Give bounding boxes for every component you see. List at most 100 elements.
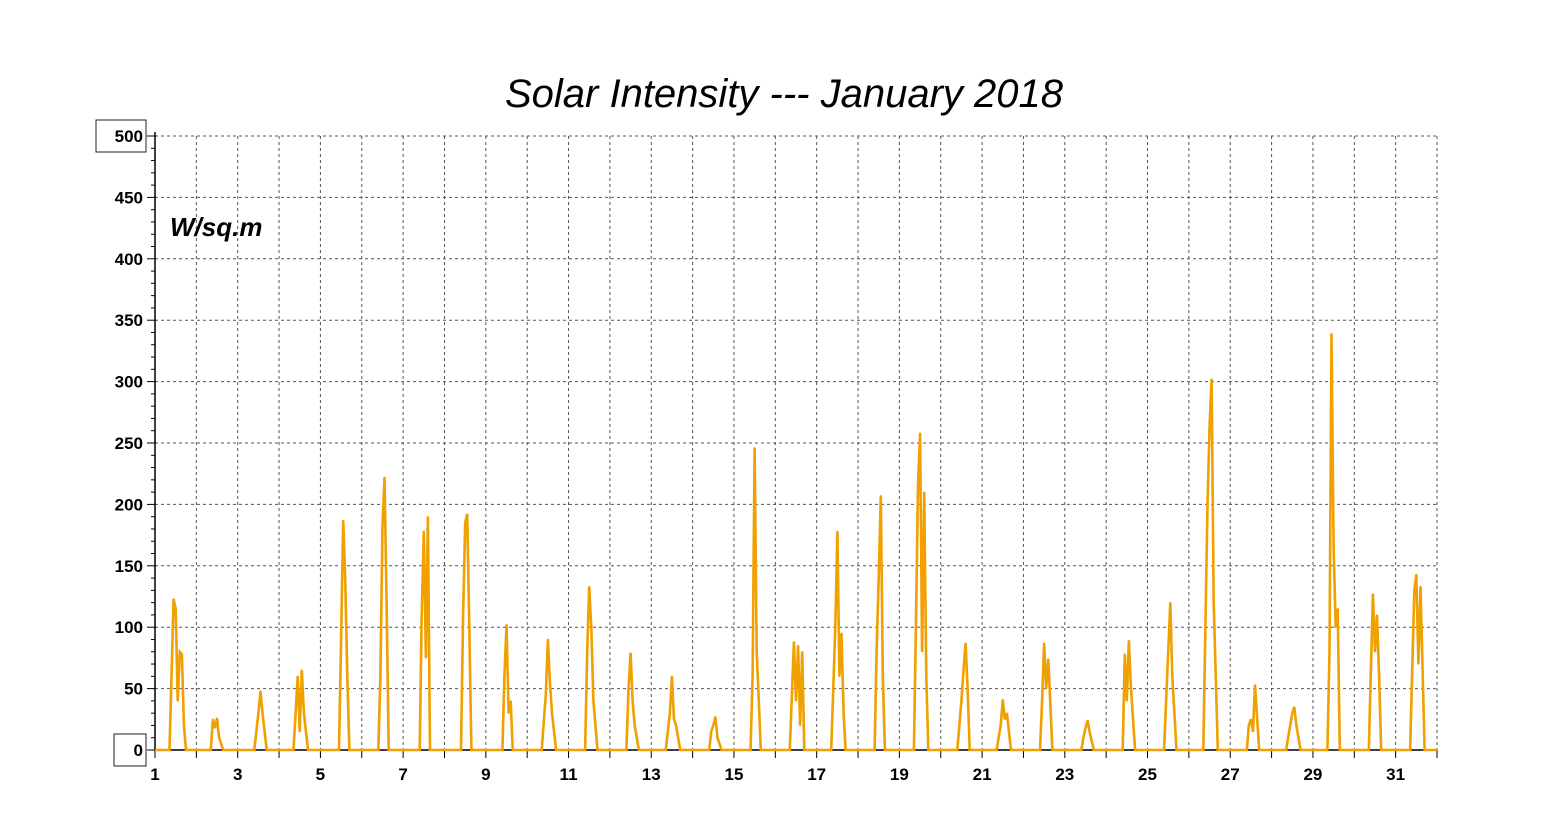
data-point xyxy=(633,724,636,727)
data-point xyxy=(1092,749,1095,751)
data-point xyxy=(265,749,268,751)
data-point xyxy=(1417,663,1420,665)
x-tick-label: 21 xyxy=(973,765,992,784)
data-point xyxy=(712,724,715,727)
data-point xyxy=(917,485,919,487)
x-tick-label: 9 xyxy=(481,765,490,784)
data-point xyxy=(381,525,384,528)
data-point xyxy=(714,716,717,718)
data-point xyxy=(427,515,429,518)
data-point xyxy=(1043,642,1045,644)
data-point xyxy=(261,712,264,714)
data-point xyxy=(503,675,506,678)
data-point xyxy=(545,693,547,696)
data-point xyxy=(1086,719,1089,722)
data-point xyxy=(1169,601,1172,604)
data-point xyxy=(468,626,471,628)
data-point xyxy=(964,642,967,644)
data-point xyxy=(298,730,301,733)
y-tick-label: 500 xyxy=(115,127,143,146)
data-point xyxy=(1295,724,1298,727)
data-point xyxy=(1376,614,1378,616)
x-tick-label: 29 xyxy=(1303,765,1322,784)
data-point xyxy=(1339,749,1341,751)
data-point xyxy=(179,650,181,653)
data-point xyxy=(1248,724,1250,727)
data-point xyxy=(627,687,630,690)
data-point xyxy=(840,632,843,635)
data-point xyxy=(509,700,512,702)
data-point xyxy=(1332,546,1335,549)
data-point xyxy=(185,749,187,751)
data-point xyxy=(995,749,998,751)
data-point xyxy=(462,614,464,616)
data-point xyxy=(253,749,256,751)
data-point xyxy=(296,675,299,678)
data-point xyxy=(799,724,801,727)
data-point xyxy=(592,700,595,702)
data-point xyxy=(913,749,915,751)
data-point xyxy=(1010,749,1012,751)
data-point xyxy=(590,626,593,628)
data-point xyxy=(1175,749,1178,751)
data-point xyxy=(540,749,543,751)
data-point xyxy=(301,669,303,671)
data-point xyxy=(501,749,504,751)
data-point xyxy=(877,577,880,579)
data-point xyxy=(222,749,225,751)
data-point xyxy=(418,749,421,751)
data-point xyxy=(1245,749,1248,751)
data-point xyxy=(1330,332,1333,335)
data-point xyxy=(423,530,425,533)
data-point xyxy=(168,749,171,751)
data-point xyxy=(838,675,841,678)
data-point xyxy=(425,657,427,659)
data-point xyxy=(292,749,295,751)
grid-lines xyxy=(155,135,1438,750)
data-point xyxy=(631,700,634,702)
data-point xyxy=(1123,653,1126,656)
data-point xyxy=(460,749,462,751)
series-layer xyxy=(155,332,1437,752)
data-point xyxy=(1165,700,1167,702)
data-point xyxy=(884,749,886,751)
data-point xyxy=(1171,675,1174,678)
data-point xyxy=(1326,749,1329,751)
data-point xyxy=(1130,687,1132,690)
data-point xyxy=(956,749,959,751)
y-tick-label: 150 xyxy=(115,557,143,576)
data-point xyxy=(882,675,884,678)
data-point xyxy=(1082,736,1085,739)
data-point xyxy=(1134,749,1136,751)
data-point xyxy=(1128,639,1130,642)
data-point xyxy=(1045,687,1047,690)
x-tick-label: 23 xyxy=(1055,765,1074,784)
data-point xyxy=(1415,573,1418,576)
data-point xyxy=(836,530,839,533)
data-point xyxy=(760,749,762,751)
data-point xyxy=(259,690,262,692)
data-point xyxy=(1289,724,1291,727)
data-point xyxy=(549,681,551,684)
data-point xyxy=(1167,650,1169,653)
data-point xyxy=(1291,712,1294,714)
data-point xyxy=(257,712,260,714)
data-point xyxy=(377,749,380,751)
y-tick-label-box xyxy=(95,119,147,153)
data-point xyxy=(1413,589,1416,592)
x-tick-label: 31 xyxy=(1386,765,1405,784)
data-point xyxy=(507,712,510,714)
data-point xyxy=(1334,626,1337,628)
y-tick-label-box xyxy=(113,733,147,767)
y-tick-label: 50 xyxy=(124,680,143,699)
data-point xyxy=(968,749,971,751)
data-point xyxy=(547,638,549,641)
data-point xyxy=(429,749,431,751)
data-point xyxy=(1378,675,1380,678)
data-point xyxy=(464,522,466,524)
data-point xyxy=(664,749,667,751)
data-point xyxy=(346,675,349,678)
data-point xyxy=(1121,749,1124,751)
data-point xyxy=(830,749,832,751)
